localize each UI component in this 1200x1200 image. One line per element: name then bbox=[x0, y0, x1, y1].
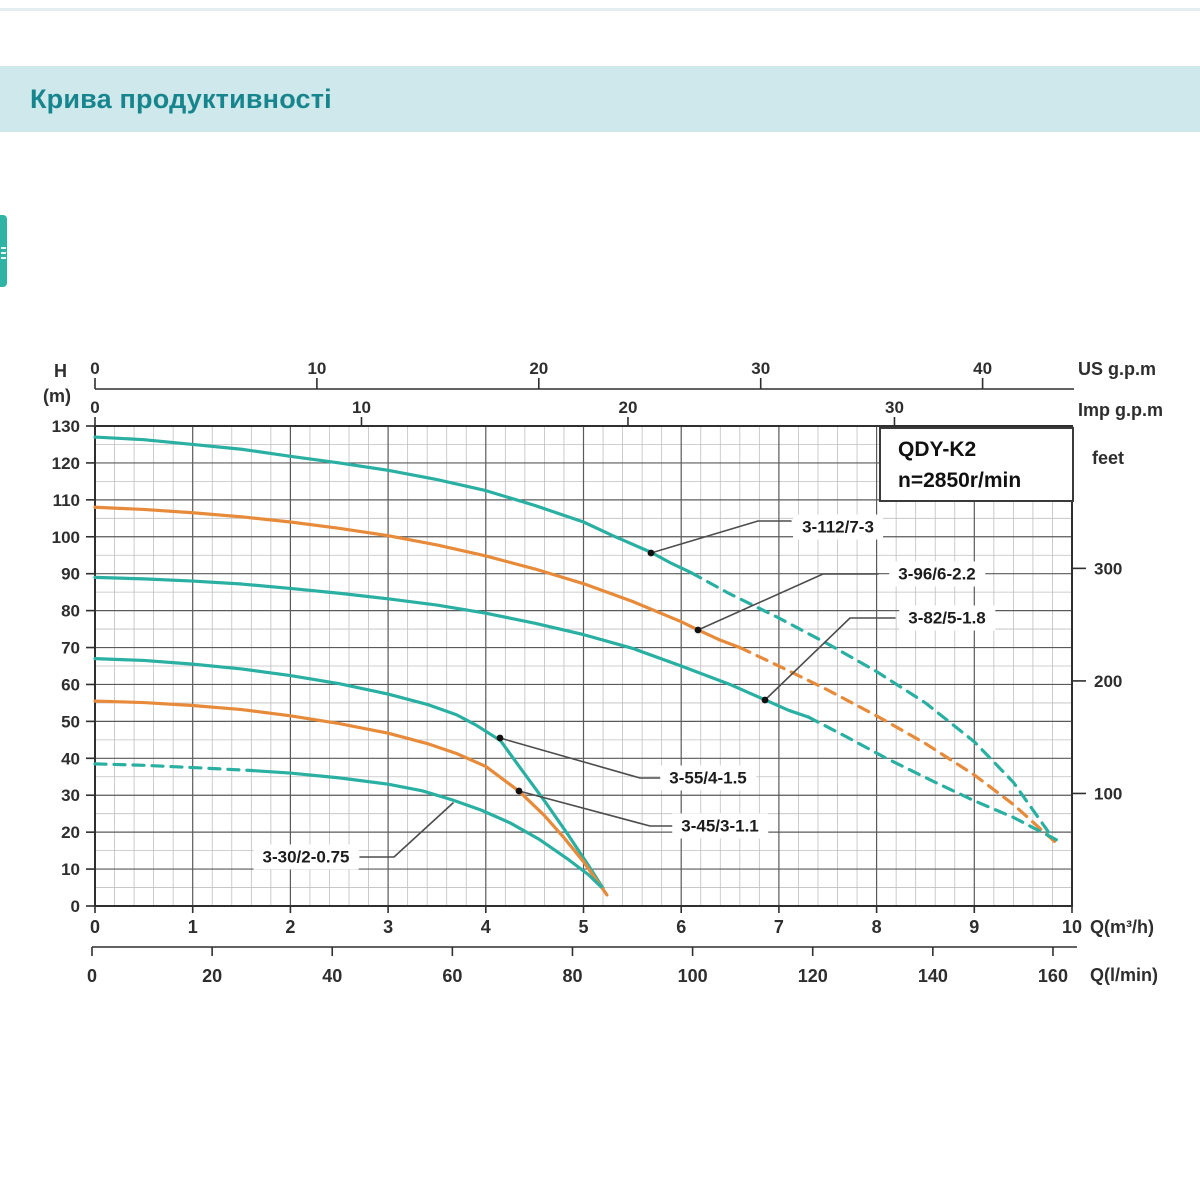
axis-q-tick-label: 3 bbox=[383, 917, 393, 937]
curve-dot-3-45/3-1.1 bbox=[515, 787, 523, 795]
axis-label-q-m3h: Q(m³/h) bbox=[1090, 917, 1154, 937]
axis-label-h: H bbox=[54, 361, 67, 381]
axis-h-tick-label: 40 bbox=[61, 749, 80, 768]
axis-us-tick-label: 0 bbox=[90, 359, 99, 378]
curve-label-3-30-2-0-75: 3-30/2-0.75 bbox=[253, 844, 359, 870]
axis-us-tick-label: 30 bbox=[751, 359, 770, 378]
axis-us-tick-label: 20 bbox=[529, 359, 548, 378]
axis-label-m: (m) bbox=[43, 386, 71, 406]
curve-3-112/7-3-solid bbox=[93, 435, 693, 575]
axis-h-tick-label: 20 bbox=[61, 823, 80, 842]
axis-us-tick-label: 10 bbox=[307, 359, 326, 378]
axis-lmin-tick-label: 160 bbox=[1038, 966, 1068, 986]
axis-lmin-tick-label: 40 bbox=[322, 966, 342, 986]
curve-3-112/7-3-dashed bbox=[689, 570, 1055, 840]
curve-dot-3-112/7-3 bbox=[647, 549, 655, 557]
axis-q-tick-label: 5 bbox=[578, 917, 588, 937]
axis-imp-tick-label: 20 bbox=[619, 398, 638, 417]
axis-imp-tick-label: 0 bbox=[90, 398, 99, 417]
curve-3-82/5-1.8-dashed bbox=[806, 715, 1059, 842]
axis-lmin-tick-label: 140 bbox=[918, 966, 948, 986]
axis-q-tick-label: 6 bbox=[676, 917, 686, 937]
curve-3-96/6-2.2-dashed bbox=[738, 645, 1057, 843]
axis-feet-tick-label: 300 bbox=[1094, 559, 1122, 578]
menu-lines-icon bbox=[1, 252, 6, 254]
menu-lines-icon bbox=[1, 257, 6, 259]
axis-h-tick-label: 60 bbox=[61, 675, 80, 694]
axis-lmin-tick-label: 20 bbox=[202, 966, 222, 986]
axis-lmin-tick-label: 80 bbox=[562, 966, 582, 986]
axis-h-tick-label: 70 bbox=[61, 639, 80, 658]
axis-q-tick-label: 9 bbox=[969, 917, 979, 937]
axis-h-tick-label: 10 bbox=[61, 860, 80, 879]
axis-lmin-tick-label: 120 bbox=[798, 966, 828, 986]
curve-3-30/2-0.75-solid bbox=[249, 768, 603, 889]
axis-label-feet: feet bbox=[1092, 448, 1125, 468]
curve-dot-3-82/5-1.8 bbox=[761, 696, 769, 704]
axis-h-tick-label: 120 bbox=[52, 454, 80, 473]
axis-q-tick-label: 0 bbox=[90, 917, 100, 937]
pump-speed: n=2850r/min bbox=[898, 469, 1022, 492]
axis-q-tick-label: 4 bbox=[481, 917, 491, 937]
curve-label-3-82-5-1-8: 3-82/5-1.8 bbox=[899, 605, 995, 631]
axis-h-tick-label: 0 bbox=[71, 897, 80, 916]
axis-label-q-lmin: Q(l/min) bbox=[1090, 965, 1158, 985]
axis-q-tick-label: 10 bbox=[1062, 917, 1082, 937]
leader-3-55/4-1.5 bbox=[499, 737, 666, 779]
curve-label-3-96-6-2-2: 3-96/6-2.2 bbox=[889, 561, 985, 587]
chart-title-box: QDY-K2 n=2850r/min bbox=[879, 427, 1074, 502]
header-banner: Крива продуктивності bbox=[0, 66, 1200, 132]
curve-3-30/2-0.75-dashed bbox=[93, 762, 253, 773]
axis-us-tick-label: 40 bbox=[973, 359, 992, 378]
axis-feet-tick-label: 100 bbox=[1094, 784, 1122, 803]
menu-lines-icon bbox=[1, 247, 6, 249]
curve-dot-3-55/4-1.5 bbox=[496, 734, 504, 742]
curve-label-3-112-7-3: 3-112/7-3 bbox=[793, 514, 883, 540]
curve-label-3-45-3-1-1: 3-45/3-1.1 bbox=[672, 813, 768, 839]
axis-label-imp-gpm: Imp g.p.m bbox=[1078, 400, 1163, 420]
leader-3-112/7-3 bbox=[650, 520, 792, 554]
leader-3-45/3-1.1 bbox=[518, 790, 677, 827]
leader-3-82/5-1.8 bbox=[764, 617, 896, 701]
axis-q-tick-label: 2 bbox=[285, 917, 295, 937]
axis-h-tick-label: 90 bbox=[61, 565, 80, 584]
curve-dot-3-96/6-2.2 bbox=[694, 626, 702, 634]
curve-3-45/3-1.1-solid bbox=[93, 699, 609, 897]
curve-3-55/4-1.5-solid bbox=[93, 657, 605, 890]
leader-3-96/6-2.2 bbox=[697, 573, 879, 631]
axis-h-tick-label: 110 bbox=[53, 491, 80, 510]
pump-model: QDY-K2 bbox=[898, 438, 977, 461]
axis-h-tick-label: 130 bbox=[52, 417, 80, 436]
axis-h-tick-label: 50 bbox=[61, 712, 80, 731]
axis-h-tick-label: 30 bbox=[61, 786, 80, 805]
axis-h-tick-label: 80 bbox=[61, 602, 80, 621]
axis-imp-tick-label: 10 bbox=[352, 398, 371, 417]
curve-3-82/5-1.8-solid bbox=[93, 575, 810, 719]
axis-feet-tick-label: 200 bbox=[1094, 672, 1122, 691]
axis-lmin-tick-label: 100 bbox=[678, 966, 708, 986]
page-title: Крива продуктивності bbox=[30, 83, 332, 114]
axis-imp-tick-label: 30 bbox=[885, 398, 904, 417]
leader-3-30/2-0.75 bbox=[359, 802, 454, 858]
axis-q-tick-label: 7 bbox=[774, 917, 784, 937]
side-widget-fragment[interactable] bbox=[0, 215, 7, 287]
axis-lmin-tick-label: 0 bbox=[87, 966, 97, 986]
axis-h-tick-label: 100 bbox=[52, 528, 80, 547]
axis-q-tick-label: 1 bbox=[188, 917, 198, 937]
curve-3-96/6-2.2-solid bbox=[93, 505, 742, 650]
curve-label-3-55-4-1-5: 3-55/4-1.5 bbox=[660, 765, 756, 791]
top-divider bbox=[0, 8, 1200, 11]
axis-label-us-gpm: US g.p.m bbox=[1078, 359, 1157, 379]
axis-lmin-tick-label: 60 bbox=[442, 966, 462, 986]
axis-q-tick-label: 8 bbox=[872, 917, 882, 937]
